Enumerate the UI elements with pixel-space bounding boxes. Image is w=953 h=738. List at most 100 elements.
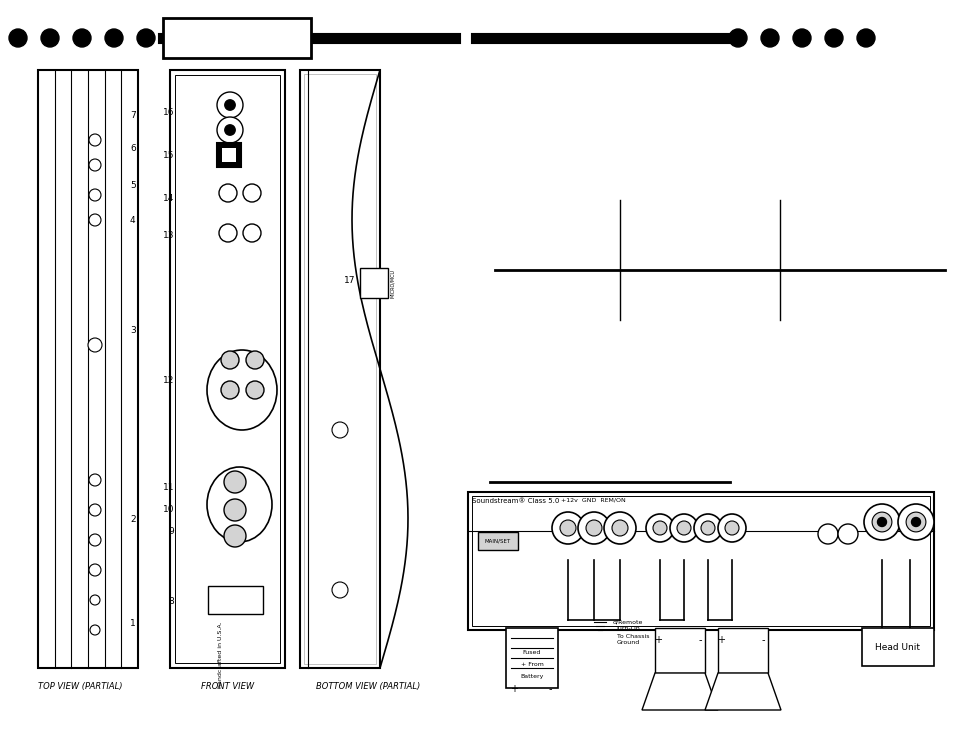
Text: -: - [760, 635, 764, 645]
Circle shape [612, 520, 627, 536]
Bar [359, 268, 388, 298]
Text: 13: 13 [162, 230, 173, 240]
Text: BOTTOM VIEW (PARTIAL): BOTTOM VIEW (PARTIAL) [315, 682, 419, 691]
Text: +: + [654, 635, 661, 645]
Text: 16: 16 [162, 108, 173, 117]
Circle shape [243, 184, 261, 202]
Text: +12v  GND  REM/ON: +12v GND REM/ON [560, 498, 625, 503]
Text: Head Unit: Head Unit [875, 643, 920, 652]
Text: +: + [510, 684, 517, 694]
Circle shape [559, 520, 576, 536]
Circle shape [90, 625, 100, 635]
Circle shape [905, 512, 925, 532]
Bar [170, 70, 285, 668]
Circle shape [700, 521, 714, 535]
Circle shape [863, 504, 899, 540]
Text: 15: 15 [162, 151, 173, 159]
Bar [718, 628, 767, 673]
Circle shape [73, 29, 91, 47]
Text: Soundstream® Class 5.0: Soundstream® Class 5.0 [472, 498, 558, 504]
Circle shape [225, 100, 235, 110]
Circle shape [9, 29, 27, 47]
Circle shape [552, 512, 583, 544]
Text: Battery: Battery [519, 674, 543, 679]
Circle shape [89, 504, 101, 516]
Circle shape [578, 512, 609, 544]
Text: 10: 10 [162, 506, 173, 514]
Ellipse shape [207, 467, 272, 542]
Circle shape [693, 514, 721, 542]
Text: -: - [548, 684, 551, 694]
Text: 17: 17 [343, 275, 355, 285]
Circle shape [216, 117, 243, 143]
Circle shape [224, 471, 246, 493]
Circle shape [877, 517, 885, 526]
Circle shape [89, 564, 101, 576]
Circle shape [89, 134, 101, 146]
Circle shape [856, 29, 874, 47]
Circle shape [221, 351, 239, 369]
Text: 12: 12 [162, 376, 173, 384]
Bar [38, 70, 138, 668]
Circle shape [645, 514, 673, 542]
Circle shape [246, 351, 264, 369]
Circle shape [718, 514, 745, 542]
Bar [208, 586, 263, 614]
Bar [174, 75, 280, 663]
Text: 6: 6 [130, 143, 135, 153]
Circle shape [216, 92, 243, 118]
Text: FRONT VIEW: FRONT VIEW [201, 682, 254, 691]
Bar [472, 496, 929, 626]
Circle shape [897, 504, 933, 540]
Text: 1: 1 [130, 618, 135, 627]
Bar [222, 148, 235, 162]
Circle shape [88, 338, 102, 352]
Circle shape [724, 521, 739, 535]
Bar [468, 492, 933, 630]
Circle shape [89, 189, 101, 201]
Circle shape [837, 524, 857, 544]
Text: 4: 4 [130, 215, 135, 224]
Text: MAIN/SET: MAIN/SET [484, 539, 511, 543]
Bar [299, 70, 379, 668]
Circle shape [89, 159, 101, 171]
Text: 11: 11 [162, 483, 173, 492]
Text: -: - [698, 635, 701, 645]
Circle shape [760, 29, 779, 47]
Text: + From: + From [520, 662, 543, 667]
Circle shape [243, 224, 261, 242]
Circle shape [221, 381, 239, 399]
Bar [862, 628, 933, 666]
Text: d/Remote
Turn-On: d/Remote Turn-On [612, 620, 642, 631]
Circle shape [137, 29, 154, 47]
Circle shape [89, 214, 101, 226]
Circle shape [90, 595, 100, 605]
Text: 2: 2 [130, 516, 135, 525]
Text: 9: 9 [168, 528, 173, 537]
Circle shape [824, 29, 842, 47]
Text: handcrafted in U.S.A.: handcrafted in U.S.A. [217, 621, 222, 689]
Text: 3: 3 [130, 325, 135, 334]
Circle shape [332, 582, 348, 598]
Bar [477, 532, 517, 550]
Text: To Chassis
Ground: To Chassis Ground [617, 634, 649, 645]
Circle shape [219, 224, 236, 242]
Bar [304, 74, 375, 664]
Circle shape [219, 184, 236, 202]
Circle shape [792, 29, 810, 47]
Bar [505, 628, 558, 688]
Polygon shape [704, 673, 781, 710]
Text: 8: 8 [168, 598, 173, 607]
Circle shape [41, 29, 59, 47]
Circle shape [224, 525, 246, 547]
Circle shape [105, 29, 123, 47]
Circle shape [585, 520, 601, 536]
Circle shape [817, 524, 837, 544]
Circle shape [603, 512, 636, 544]
Circle shape [246, 381, 264, 399]
Bar [163, 18, 311, 58]
Text: 5: 5 [130, 181, 135, 190]
Circle shape [669, 514, 698, 542]
Text: +: + [717, 635, 724, 645]
Circle shape [89, 534, 101, 546]
